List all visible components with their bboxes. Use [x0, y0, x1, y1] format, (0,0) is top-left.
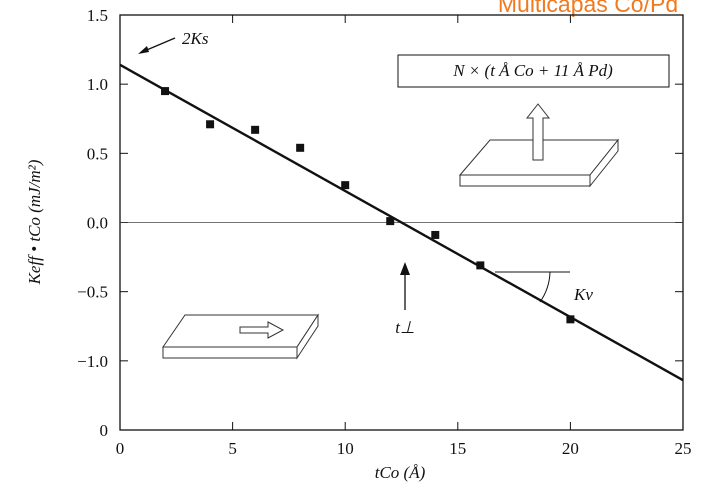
- x-axis-label: tCo (Å): [375, 463, 426, 482]
- annotation: Kv: [573, 285, 593, 304]
- y-tick-label: 1.5: [87, 6, 108, 25]
- chart: Multicapas Co/Pd tCo (Å) Keff • tCo (mJ/…: [0, 0, 706, 495]
- data-point: [251, 126, 259, 134]
- x-tick-label: 25: [675, 439, 692, 458]
- x-tick-label: 5: [228, 439, 237, 458]
- y-tick-label: 1.0: [87, 75, 108, 94]
- data-point: [341, 181, 349, 189]
- data-point: [431, 231, 439, 239]
- y-tick-label: 0.0: [87, 214, 108, 233]
- data-point: [206, 120, 214, 128]
- y-tick-label: 0: [100, 421, 109, 440]
- annotation: t⊥: [395, 318, 415, 337]
- annotation: N × (t Å Co + 11 Å Pd): [452, 61, 613, 80]
- slab-in-plane: [163, 315, 318, 358]
- y-axis-label: Keff • tCo (mJ/m²): [25, 159, 44, 285]
- x-tick-label: 0: [116, 439, 125, 458]
- x-tick-label: 15: [449, 439, 466, 458]
- arrow-head: [400, 262, 410, 275]
- arrow-head: [138, 46, 149, 54]
- y-tick-label: 0.5: [87, 144, 108, 163]
- x-tick-label: 20: [562, 439, 579, 458]
- angle-arc: [540, 272, 550, 302]
- y-tick-label: −0.5: [77, 283, 108, 302]
- slab-perpendicular: [460, 104, 618, 186]
- x-tick-label: 10: [337, 439, 354, 458]
- y-tick-label: −1.0: [77, 352, 108, 371]
- annotation: 2Ks: [182, 29, 209, 48]
- data-point: [296, 144, 304, 152]
